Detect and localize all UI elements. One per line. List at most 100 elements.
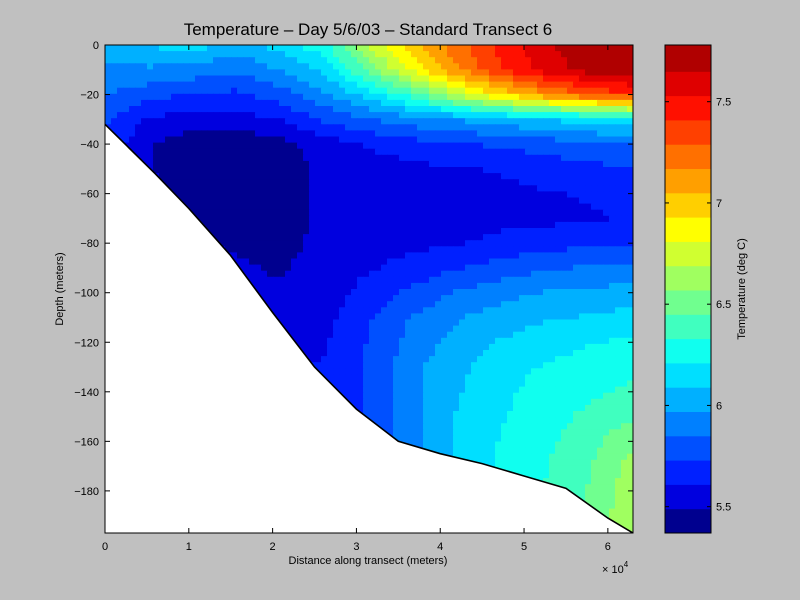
heatmap-cell <box>153 57 160 64</box>
heatmap-cell <box>327 343 334 351</box>
heatmap-cell <box>267 282 274 290</box>
heatmap-cell <box>597 124 604 131</box>
heatmap-cell <box>321 234 328 241</box>
heatmap-cell <box>219 99 226 107</box>
heatmap-cell <box>567 130 574 138</box>
heatmap-cell <box>159 130 166 138</box>
heatmap-cell <box>561 258 568 266</box>
heatmap-cell <box>495 99 502 107</box>
heatmap-cell <box>387 234 394 241</box>
heatmap-cell <box>273 191 280 199</box>
heatmap-cell <box>489 75 496 83</box>
heatmap-cell <box>549 191 556 199</box>
heatmap-cell <box>375 160 382 168</box>
heatmap-cell <box>513 362 520 369</box>
heatmap-cell <box>291 57 298 64</box>
heatmap-cell <box>465 106 472 113</box>
heatmap-cell <box>609 51 616 58</box>
heatmap-cell <box>519 276 526 284</box>
heatmap-cell <box>327 234 334 241</box>
heatmap-cell <box>237 252 244 260</box>
heatmap-cell <box>327 337 334 345</box>
heatmap-cell <box>147 118 154 125</box>
heatmap-cell <box>351 93 358 101</box>
heatmap-cell <box>621 343 628 351</box>
heatmap-cell <box>447 209 454 217</box>
heatmap-cell <box>531 264 538 272</box>
heatmap-cell <box>225 185 232 192</box>
heatmap-cell <box>381 228 388 235</box>
heatmap-cell <box>321 154 328 162</box>
heatmap-cell <box>303 319 310 327</box>
heatmap-cell <box>255 167 262 174</box>
heatmap-cell <box>237 215 244 223</box>
heatmap-cell <box>627 75 633 83</box>
heatmap-cell <box>519 331 526 339</box>
heatmap-cell <box>483 240 490 247</box>
heatmap-cell <box>597 258 604 266</box>
heatmap-cell <box>351 350 358 357</box>
heatmap-cell <box>399 301 406 308</box>
heatmap-cell <box>567 343 574 351</box>
heatmap-cell <box>219 215 226 223</box>
heatmap-cell <box>105 69 112 77</box>
heatmap-cell <box>393 136 400 144</box>
heatmap-cell <box>615 362 622 369</box>
heatmap-cell <box>495 167 502 174</box>
heatmap-cell <box>561 93 568 101</box>
heatmap-cell <box>363 252 370 260</box>
heatmap-cell <box>345 221 352 229</box>
heatmap-cell <box>381 57 388 64</box>
heatmap-cell <box>465 45 472 52</box>
heatmap-cell <box>249 191 256 199</box>
heatmap-cell <box>165 118 172 125</box>
heatmap-cell <box>303 142 310 150</box>
heatmap-cell <box>495 118 502 125</box>
heatmap-cell <box>561 301 568 308</box>
heatmap-cell <box>567 215 574 223</box>
heatmap-cell <box>189 51 196 58</box>
heatmap-cell <box>393 295 400 302</box>
heatmap-cell <box>519 99 526 107</box>
heatmap-cell <box>189 136 196 144</box>
heatmap-cell <box>585 63 592 70</box>
heatmap-cell <box>453 215 460 223</box>
heatmap-cell <box>537 380 544 388</box>
heatmap-cell <box>327 282 334 290</box>
heatmap-cell <box>387 331 394 339</box>
heatmap-cell <box>471 228 478 235</box>
heatmap-cell <box>201 203 208 211</box>
heatmap-cell <box>573 167 580 174</box>
heatmap-cell <box>279 173 286 180</box>
heatmap-cell <box>279 258 286 266</box>
heatmap-cell <box>567 362 574 369</box>
heatmap-cell <box>447 81 454 89</box>
heatmap-cell <box>339 185 346 192</box>
heatmap-cell <box>573 325 580 333</box>
heatmap-cell <box>141 136 148 144</box>
heatmap-cell <box>597 368 604 375</box>
heatmap-cell <box>567 307 574 314</box>
heatmap-cell <box>243 87 250 95</box>
heatmap-cell <box>549 124 556 131</box>
heatmap-cell <box>123 57 130 64</box>
heatmap-cell <box>357 289 364 296</box>
heatmap-cell <box>615 337 622 345</box>
heatmap-cell <box>321 301 328 308</box>
heatmap-cell <box>513 203 520 211</box>
heatmap-cell <box>207 112 214 119</box>
heatmap-cell <box>345 209 352 217</box>
heatmap-cell <box>189 203 196 211</box>
heatmap-cell <box>357 362 364 369</box>
heatmap-cell <box>357 69 364 77</box>
heatmap-cell <box>321 362 328 369</box>
heatmap-cell <box>501 276 508 284</box>
heatmap-cell <box>225 93 232 101</box>
heatmap-cell <box>597 374 604 382</box>
heatmap-cell <box>393 228 400 235</box>
heatmap-cell <box>381 368 388 375</box>
heatmap-cell <box>627 124 633 131</box>
heatmap-cell <box>477 362 484 369</box>
heatmap-cell <box>465 246 472 253</box>
heatmap-cell <box>489 295 496 302</box>
